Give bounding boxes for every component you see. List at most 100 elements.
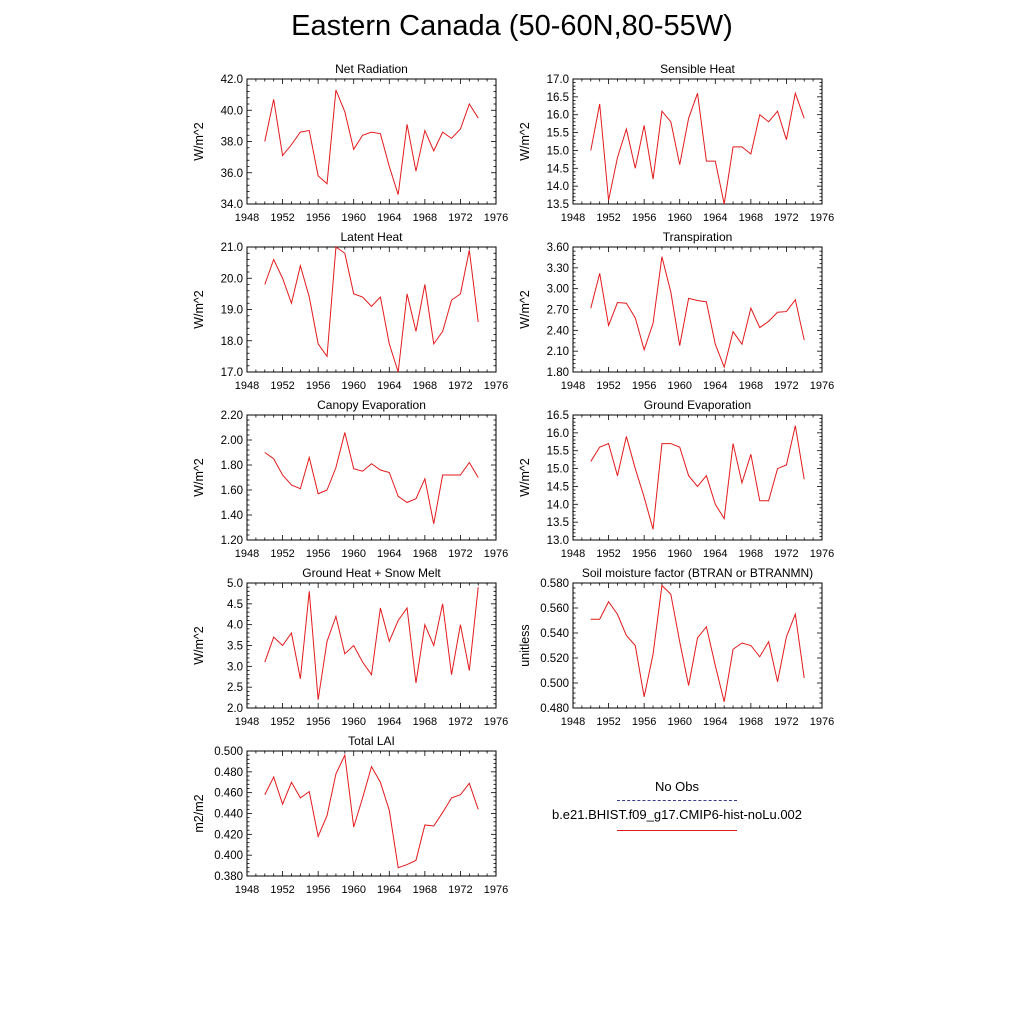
- x-tick-label: 1976: [484, 716, 508, 728]
- chart-panel-2: 1948 1952 1956 1960 1964 1968 1972 1976 13.5 14.0…: [518, 62, 834, 224]
- x-tick-label: 1956: [306, 212, 330, 224]
- y-tick-label: 15.0: [547, 464, 569, 476]
- y-tick-label: 3.60: [547, 242, 569, 254]
- x-tick-label: 1972: [774, 380, 798, 392]
- x-tick-label: 1968: [413, 548, 437, 560]
- y-tick-label: 13.5: [547, 517, 569, 529]
- x-tick-label: 1948: [235, 380, 259, 392]
- y-tick-label: 0.500: [540, 678, 569, 690]
- y-tick-label: 19.0: [221, 305, 243, 317]
- legend-model-line: [617, 830, 737, 831]
- y-tick-label: 0.520: [540, 653, 569, 665]
- y-tick-label: 18.0: [221, 336, 243, 348]
- y-tick-label: 0.500: [214, 746, 243, 758]
- y-tick-label: 16.5: [547, 410, 569, 422]
- y-tick-label: 2.70: [547, 305, 569, 317]
- x-tick-label: 1960: [667, 212, 691, 224]
- series-line-1: [590, 425, 805, 530]
- y-tick-label: 16.0: [547, 110, 569, 122]
- x-tick-label: 1956: [632, 548, 656, 560]
- y-tick-label: 1.60: [221, 485, 243, 497]
- series-line-1: [264, 753, 479, 869]
- legend-obs-line: [617, 800, 737, 801]
- x-tick-label: 1972: [774, 548, 798, 560]
- x-tick-label: 1972: [448, 380, 472, 392]
- y-tick-label: 1.80: [221, 460, 243, 472]
- x-tick-label: 1964: [377, 548, 401, 560]
- y-tick-label: 15.5: [547, 446, 569, 458]
- y-tick-label: 0.580: [540, 578, 569, 590]
- x-tick-label: 1968: [413, 884, 437, 896]
- y-tick-label: 4.0: [227, 620, 243, 632]
- x-tick-label: 1952: [270, 716, 294, 728]
- x-tick-label: 1948: [235, 212, 259, 224]
- x-tick-label: 1952: [270, 380, 294, 392]
- x-tick-label: 1964: [703, 380, 727, 392]
- x-tick-label: 1972: [448, 884, 472, 896]
- x-tick-label: 1956: [306, 548, 330, 560]
- y-tick-label: 14.0: [547, 181, 569, 193]
- chart-panel-4: 1948 1952 1956 1960 1964 1968 1972 1976 1.80 2.10…: [518, 230, 834, 392]
- y-axis-label: W/m^2: [192, 458, 206, 497]
- y-axis-label: unitless: [518, 624, 532, 666]
- y-tick-label: 2.00: [221, 435, 243, 447]
- chart-title: Latent Heat: [340, 230, 403, 244]
- series-line-1: [264, 432, 479, 524]
- y-tick-label: 14.5: [547, 163, 569, 175]
- x-tick-label: 1968: [739, 548, 763, 560]
- y-tick-label: 34.0: [221, 199, 243, 211]
- y-axis-label: W/m^2: [518, 122, 532, 161]
- page-title: Eastern Canada (50-60N,80-55W): [291, 10, 733, 42]
- y-tick-label: 1.80: [547, 367, 569, 379]
- plot-frame: [246, 246, 497, 373]
- legend-model-label: b.e21.BHIST.f09_g17.CMIP6-hist-noLu.002: [551, 807, 803, 822]
- y-axis-label: W/m^2: [518, 458, 532, 497]
- y-tick-label: 0.540: [540, 628, 569, 640]
- y-tick-label: 13.5: [547, 199, 569, 211]
- x-tick-label: 1960: [341, 716, 365, 728]
- x-tick-label: 1960: [667, 380, 691, 392]
- y-tick-label: 42.0: [221, 74, 243, 86]
- y-tick-label: 3.0: [227, 661, 243, 673]
- series-line-1: [264, 246, 479, 373]
- x-tick-label: 1976: [484, 548, 508, 560]
- plot-frame: [572, 78, 823, 205]
- x-tick-label: 1976: [810, 380, 834, 392]
- x-tick-label: 1964: [377, 380, 401, 392]
- y-tick-label: 3.30: [547, 263, 569, 275]
- y-tick-label: 15.0: [547, 145, 569, 157]
- y-tick-label: 0.460: [214, 788, 243, 800]
- series-line-1: [590, 91, 805, 205]
- x-tick-label: 1976: [810, 212, 834, 224]
- chart-title: Canopy Evaporation: [317, 398, 426, 412]
- plot-frame: [246, 582, 497, 709]
- chart-title: Transpiration: [663, 230, 733, 244]
- x-tick-label: 1964: [703, 716, 727, 728]
- x-tick-label: 1952: [596, 716, 620, 728]
- chart-title: Soil moisture factor (BTRAN or BTRANMN): [582, 566, 813, 580]
- x-tick-label: 1956: [306, 884, 330, 896]
- x-tick-label: 1976: [810, 548, 834, 560]
- x-tick-label: 1976: [484, 380, 508, 392]
- x-tick-label: 1968: [739, 212, 763, 224]
- x-tick-label: 1972: [448, 548, 472, 560]
- x-tick-label: 1952: [596, 548, 620, 560]
- x-tick-label: 1948: [235, 548, 259, 560]
- x-tick-label: 1968: [413, 380, 437, 392]
- y-tick-label: 2.0: [227, 703, 243, 715]
- chart-panel-3: 1948 1952 1956 1960 1964 1968 1972 1976 17.0 18.0…: [192, 230, 508, 392]
- chart-title: Total LAI: [348, 734, 395, 748]
- chart-panel-6: 1948 1952 1956 1960 1964 1968 1972 1976 13.0 13.5…: [518, 398, 834, 560]
- x-tick-label: 1976: [484, 212, 508, 224]
- chart-panel-9: 1948 1952 1956 1960 1964 1968 1972 1976 0.380 0.4…: [192, 734, 508, 896]
- x-tick-label: 1948: [561, 716, 585, 728]
- x-tick-label: 1948: [235, 884, 259, 896]
- x-tick-label: 1948: [561, 380, 585, 392]
- y-tick-label: 21.0: [221, 242, 243, 254]
- y-tick-label: 13.0: [547, 535, 569, 547]
- x-tick-label: 1952: [596, 380, 620, 392]
- x-tick-label: 1964: [703, 548, 727, 560]
- plot-frame: [246, 78, 497, 205]
- y-tick-label: 15.5: [547, 128, 569, 140]
